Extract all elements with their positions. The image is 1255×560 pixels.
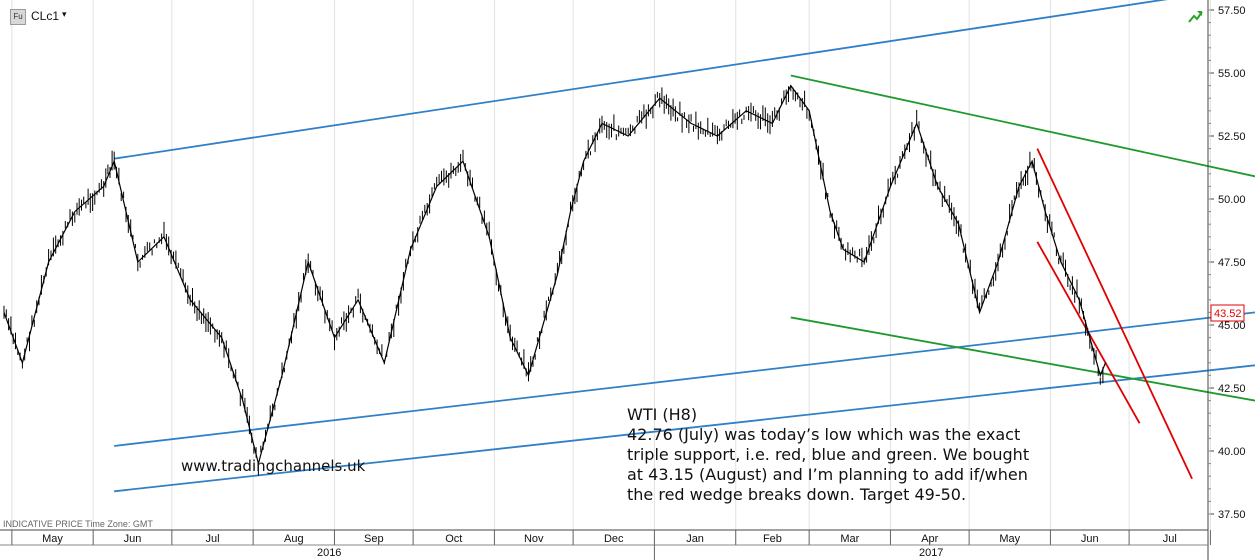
- y-tick-label: 42.50: [1218, 383, 1246, 395]
- x-tick-label: Feb: [763, 533, 782, 545]
- x-tick-label: Jun: [124, 533, 142, 545]
- x-tick-label: May: [999, 533, 1020, 545]
- y-tick-label: 50.00: [1218, 194, 1246, 206]
- x-axis: May Jun Jul Aug Sep Oct Nov Dec Jan Feb Mar Apr May J…: [11, 530, 1211, 560]
- x-year-label: 2017: [919, 547, 943, 559]
- x-tick-label: Jul: [1163, 533, 1177, 545]
- symbol-box[interactable]: Fu: [10, 9, 26, 25]
- x-tick-label: Jun: [1081, 533, 1099, 545]
- footer-note: INDICATIVE PRICE Time Zone: GMT: [3, 519, 153, 529]
- x-tick-label: Dec: [604, 533, 624, 545]
- x-year-label: 2016: [317, 547, 341, 559]
- trend-up-arrow-icon: [1188, 11, 1203, 23]
- price-series: [3, 84, 1107, 476]
- blue-trend-line: [114, 311, 1255, 447]
- watermark: www.tradingchannels.uk: [181, 457, 366, 475]
- trend-lines: [114, 0, 1255, 493]
- y-tick-label: 47.50: [1218, 257, 1246, 269]
- y-tick-label: 40.00: [1218, 446, 1246, 458]
- chevron-down-icon[interactable]: ▾: [62, 9, 67, 19]
- last-price-label: 43.52: [1214, 308, 1242, 320]
- x-tick-label: Oct: [445, 533, 462, 545]
- annotation-body: 42.76 (July) was today’s low which was t…: [627, 425, 1030, 504]
- x-tick-label: May: [42, 533, 63, 545]
- red-trend-line: [1036, 148, 1193, 480]
- y-tick-label: 45.00: [1218, 320, 1246, 332]
- x-tick-label: Sep: [364, 533, 384, 545]
- symbol-label[interactable]: CLc1: [31, 9, 60, 23]
- y-tick-label: 55.00: [1218, 68, 1246, 80]
- y-tick-label: 37.50: [1218, 509, 1246, 521]
- x-tick-label: Mar: [840, 533, 859, 545]
- x-tick-label: Jan: [686, 533, 704, 545]
- vertical-grid: [11, 0, 1211, 545]
- annotation-title: WTI (H8): [627, 405, 698, 424]
- green-trend-line: [790, 316, 1255, 402]
- y-tick-label: 52.50: [1218, 131, 1246, 143]
- blue-trend-line: [114, 364, 1255, 493]
- plot-area: [0, 0, 1208, 530]
- y-tick-label: 57.50: [1218, 5, 1246, 17]
- blue-trend-line: [114, 0, 1168, 160]
- x-tick-label: Aug: [284, 533, 304, 545]
- x-tick-label: Jul: [205, 533, 219, 545]
- x-tick-label: Apr: [921, 533, 938, 545]
- last-price-tag: 43.52: [1210, 304, 1245, 322]
- green-trend-line: [790, 74, 1255, 178]
- x-tick-label: Nov: [524, 533, 544, 545]
- y-axis: 57.50 55.00 52.50 50.00 47.50 45.00 42.50 40.00…: [1208, 5, 1246, 521]
